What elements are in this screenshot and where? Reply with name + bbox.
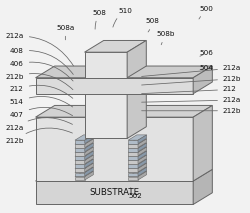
Polygon shape [138, 163, 146, 172]
Text: 408: 408 [10, 48, 73, 74]
Polygon shape [138, 167, 146, 176]
Text: 508b: 508b [156, 31, 175, 45]
Text: SUBSTRATE: SUBSTRATE [89, 188, 140, 197]
Polygon shape [75, 171, 93, 177]
Polygon shape [128, 171, 146, 177]
Text: 212a: 212a [142, 97, 241, 103]
Polygon shape [75, 139, 93, 144]
Polygon shape [128, 140, 138, 144]
Polygon shape [138, 143, 146, 152]
Polygon shape [128, 144, 138, 148]
Polygon shape [84, 69, 146, 81]
Text: 212a: 212a [6, 118, 72, 131]
Text: 212b: 212b [5, 73, 73, 90]
Polygon shape [193, 105, 212, 181]
Polygon shape [138, 139, 146, 148]
Text: 514: 514 [10, 96, 73, 107]
Text: 212a: 212a [6, 33, 73, 66]
Polygon shape [128, 151, 146, 156]
Polygon shape [84, 40, 146, 52]
Polygon shape [193, 66, 212, 94]
Text: 508: 508 [146, 18, 160, 32]
Polygon shape [75, 163, 93, 168]
Polygon shape [85, 143, 93, 152]
Text: 212: 212 [142, 86, 237, 94]
Polygon shape [36, 78, 193, 94]
Polygon shape [85, 147, 93, 156]
Polygon shape [128, 159, 146, 164]
Polygon shape [128, 155, 146, 160]
Polygon shape [85, 163, 93, 172]
Text: 508: 508 [92, 10, 106, 29]
Polygon shape [128, 147, 146, 152]
Text: 502: 502 [129, 188, 142, 199]
Polygon shape [75, 144, 85, 148]
Polygon shape [75, 135, 93, 140]
Polygon shape [75, 173, 85, 176]
Polygon shape [138, 155, 146, 164]
Polygon shape [75, 140, 85, 144]
Polygon shape [127, 40, 146, 78]
Polygon shape [85, 159, 93, 168]
Polygon shape [75, 143, 93, 148]
Polygon shape [75, 167, 93, 173]
Polygon shape [84, 52, 127, 78]
Polygon shape [128, 177, 138, 180]
Text: 406: 406 [10, 61, 73, 81]
Polygon shape [75, 156, 85, 160]
Text: 504: 504 [199, 65, 213, 71]
Polygon shape [128, 143, 146, 148]
Text: 212b: 212b [142, 76, 242, 85]
Polygon shape [128, 160, 138, 164]
Text: 508a: 508a [56, 25, 74, 40]
Polygon shape [128, 167, 146, 173]
Polygon shape [128, 173, 138, 176]
Polygon shape [138, 147, 146, 156]
Polygon shape [128, 156, 138, 160]
Polygon shape [75, 155, 93, 160]
Polygon shape [128, 168, 138, 172]
Polygon shape [85, 139, 93, 148]
Polygon shape [85, 171, 93, 180]
Text: 510: 510 [113, 8, 132, 27]
Polygon shape [75, 177, 85, 180]
Polygon shape [75, 160, 85, 164]
Polygon shape [36, 66, 212, 78]
Polygon shape [128, 139, 146, 144]
Polygon shape [128, 164, 138, 168]
Polygon shape [75, 164, 85, 168]
Polygon shape [75, 151, 93, 156]
Polygon shape [75, 152, 85, 156]
Text: 212: 212 [10, 85, 73, 98]
Polygon shape [127, 69, 146, 138]
Polygon shape [75, 159, 93, 164]
Polygon shape [128, 135, 146, 140]
Polygon shape [193, 169, 212, 204]
Polygon shape [128, 163, 146, 168]
Polygon shape [138, 151, 146, 160]
Polygon shape [84, 81, 127, 138]
Polygon shape [85, 135, 93, 144]
Polygon shape [138, 135, 146, 144]
Text: 506: 506 [199, 50, 213, 56]
Text: 212b: 212b [142, 108, 242, 114]
Polygon shape [128, 152, 138, 156]
Polygon shape [128, 148, 138, 152]
Text: 212b: 212b [5, 128, 72, 144]
Text: 500: 500 [199, 6, 213, 19]
Polygon shape [36, 169, 212, 181]
Polygon shape [85, 151, 93, 160]
Polygon shape [138, 171, 146, 180]
Polygon shape [36, 105, 212, 117]
Text: 407: 407 [10, 107, 72, 118]
Polygon shape [75, 147, 93, 152]
Polygon shape [36, 181, 193, 204]
Text: 212a: 212a [142, 65, 241, 76]
Polygon shape [85, 155, 93, 164]
Polygon shape [75, 168, 85, 172]
Polygon shape [36, 117, 193, 181]
Polygon shape [138, 159, 146, 168]
Polygon shape [75, 148, 85, 152]
Polygon shape [85, 167, 93, 176]
